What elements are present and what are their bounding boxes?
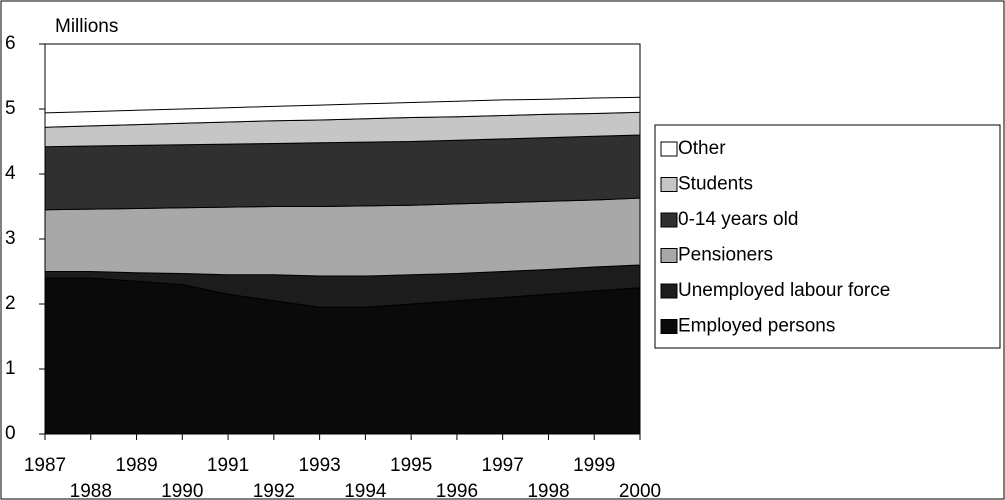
legend-swatch [660, 212, 678, 228]
x-tick-label: 1988 [70, 481, 112, 500]
legend-label: Other [678, 138, 726, 159]
x-tick-label: 1987 [24, 455, 66, 476]
x-tick-label: 1995 [390, 455, 432, 476]
legend-label: Employed persons [678, 316, 835, 337]
x-tick-label: 1999 [573, 455, 615, 476]
x-tick-label: 1989 [115, 455, 157, 476]
area [44, 197, 641, 277]
x-tick-label: 1996 [436, 481, 478, 500]
x-tick-label: 1997 [482, 455, 524, 476]
legend-swatch [660, 177, 678, 192]
y-tick-label: 2 [5, 293, 16, 314]
legend-swatch [660, 141, 678, 157]
legend-box [654, 124, 1001, 349]
y-tick-label: 5 [5, 98, 16, 119]
y-tick-label: 3 [5, 228, 16, 249]
legend-swatch [660, 283, 678, 299]
y-tick-label: 6 [5, 33, 16, 54]
area [44, 134, 641, 211]
x-tick-label: 1991 [207, 455, 249, 476]
y-tick-label: 0 [5, 423, 16, 444]
x-tick-label: 1990 [161, 481, 203, 500]
y-axis-label: Millions [55, 16, 118, 37]
legend-label: Unemployed labour force [678, 280, 890, 301]
legend-label: Pensioners [678, 245, 773, 266]
x-tick-label: 1993 [298, 455, 340, 476]
x-tick-label: 1992 [253, 481, 295, 500]
x-tick-label: 2000 [619, 481, 661, 500]
legend-label: 0-14 years old [678, 209, 798, 230]
x-tick-label: 1998 [527, 481, 569, 500]
legend-swatch [660, 248, 678, 263]
y-tick-label: 4 [5, 163, 16, 184]
legend-label: Students [678, 174, 753, 195]
x-tick-label: 1994 [344, 481, 387, 500]
y-tick-label: 1 [5, 358, 16, 379]
legend-swatch [660, 319, 678, 334]
